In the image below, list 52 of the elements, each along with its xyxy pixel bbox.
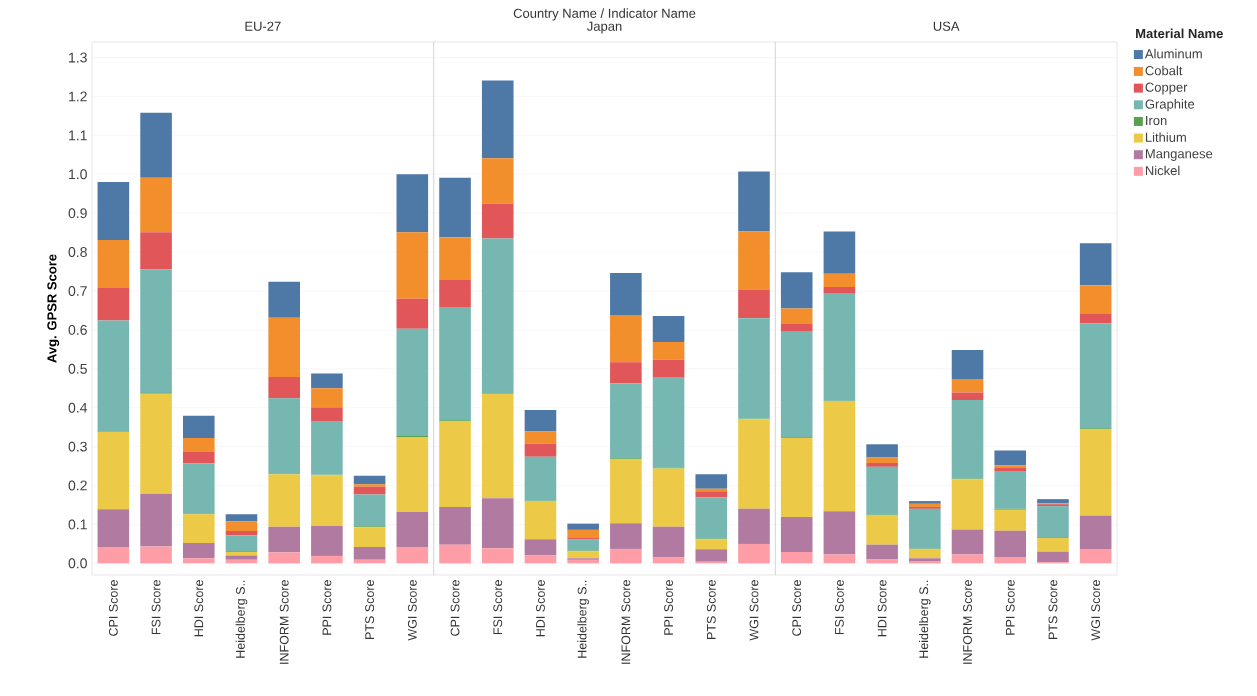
x-tick-label: CPI Score <box>108 580 118 636</box>
y-tick-label: 1.0 <box>69 169 87 180</box>
x-tick-label: CPI Score <box>450 580 460 636</box>
x-tick-label: HDI Score <box>877 580 887 637</box>
x-tick-label: WGI Score <box>407 580 417 641</box>
legend-label: Graphite <box>1145 99 1195 112</box>
legend-label: Copper <box>1145 82 1188 95</box>
legend-label: Cobalt <box>1145 65 1183 76</box>
x-tick-label: INFORM Score <box>279 580 289 664</box>
x-tick-label: INFORM Score <box>963 580 972 664</box>
y-tick-label: 1.3 <box>69 52 87 63</box>
x-tick-label: PPI Score <box>664 580 673 635</box>
legend-title: Material Name <box>1136 28 1223 39</box>
x-tick-label: FSI Score <box>151 580 161 635</box>
legend-label: Manganese <box>1145 149 1213 161</box>
y-tick-label: 0.8 <box>68 247 87 258</box>
y-tick-label: 0.2 <box>68 480 87 491</box>
y-tick-label: 1.2 <box>69 91 87 102</box>
x-tick-label: Heidelberg S.. <box>577 580 589 658</box>
x-tick-label: FSI Score <box>834 580 844 635</box>
x-tick-label: PTS Score <box>706 580 716 639</box>
y-tick-label: 0.6 <box>68 324 87 335</box>
x-tick-label: WGI Score <box>749 580 759 641</box>
y-tick-label: 1.1 <box>69 130 87 141</box>
legend-label: Iron <box>1146 116 1167 126</box>
x-tick-label: PPI Score <box>322 580 332 635</box>
legend-label: Aluminum <box>1144 48 1202 59</box>
y-tick-label: 0.7 <box>68 286 87 296</box>
y-tick-label: 0.4 <box>68 402 88 413</box>
x-tick-label: PPI Score <box>1005 580 1015 635</box>
x-tick-label: Heidelberg S.. <box>918 580 931 658</box>
y-tick-label: 0.0 <box>68 558 87 569</box>
x-tick-label: FSI Score <box>493 580 503 635</box>
y-axis-title: Avg. GPSR Score <box>47 254 60 363</box>
y-tick-label: 0.1 <box>68 519 87 530</box>
text: Country Name / Indicator Name <box>513 8 696 21</box>
y-tick-label: 0.3 <box>68 441 87 452</box>
x-tick-label: WGI Score <box>1091 580 1101 641</box>
x-tick-label: HDI Score <box>194 580 204 637</box>
x-tick-label: HDI Score <box>536 580 545 637</box>
x-tick-label: PTS Score <box>365 580 375 639</box>
x-tick-label: PTS Score <box>1048 580 1058 639</box>
chart-title: USA <box>933 21 960 31</box>
y-tick-label: 0.5 <box>68 363 87 374</box>
chart-title: Japan <box>587 21 622 34</box>
y-tick-label: 0.9 <box>68 208 87 219</box>
x-tick-label: INFORM Score <box>621 580 631 664</box>
legend-label: Nickel <box>1145 165 1180 176</box>
x-tick-label: Heidelberg S.. <box>235 580 248 658</box>
x-tick-label: CPI Score <box>792 580 802 636</box>
legend-label: Lithium <box>1145 132 1186 142</box>
chart-title: EU-27 <box>245 21 281 31</box>
